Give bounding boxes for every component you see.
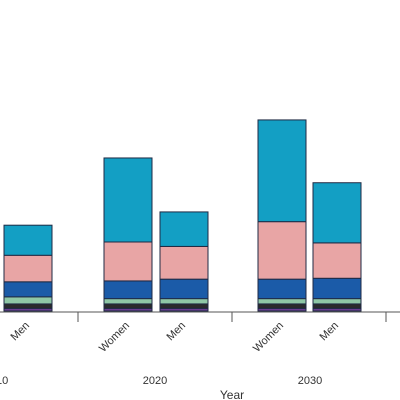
- bar-segment: [103, 241, 153, 282]
- category-tick-label: Men: [8, 320, 32, 344]
- bar-segment: [103, 298, 153, 305]
- bar-segment: [159, 298, 209, 305]
- bar-segment: [312, 242, 362, 279]
- year-tick-label: 2030: [298, 375, 322, 387]
- bar-segment: [103, 303, 153, 309]
- bar-segment: [312, 182, 362, 244]
- category-tick-label: Women: [251, 320, 286, 355]
- bar-segment: [257, 298, 307, 305]
- year-tick-label: 2020: [143, 375, 167, 387]
- x-axis-title: Year: [220, 388, 244, 400]
- category-labels-layer: Men Women Men Women Men: [8, 320, 341, 355]
- bar-segment: [3, 296, 53, 305]
- bars-layer: [3, 119, 362, 312]
- bar-segment: [159, 278, 209, 300]
- bar-segment: [3, 254, 53, 283]
- bar-segment: [3, 224, 53, 256]
- category-tick-label: Men: [317, 320, 341, 344]
- bar-segment: [257, 303, 307, 309]
- bar-segment: [3, 303, 53, 309]
- category-tick-label: Women: [97, 320, 132, 355]
- bar-segment: [257, 119, 307, 223]
- category-tick-label: Men: [164, 320, 188, 344]
- bar-segment: [159, 303, 209, 309]
- bar-segment: [159, 211, 209, 247]
- bar-segment: [257, 221, 307, 280]
- bar-segment: [159, 245, 209, 280]
- bar-segment: [103, 280, 153, 300]
- year-tick-label: 2010: [0, 375, 8, 387]
- bar-segment: [103, 157, 153, 243]
- bar-segment: [257, 278, 307, 300]
- bar-segment: [312, 277, 362, 300]
- bar-segment: [312, 303, 362, 309]
- bar-segment: [3, 281, 53, 298]
- bar-segment: [312, 298, 362, 305]
- year-labels-layer: 2010 2020 2030: [0, 375, 322, 387]
